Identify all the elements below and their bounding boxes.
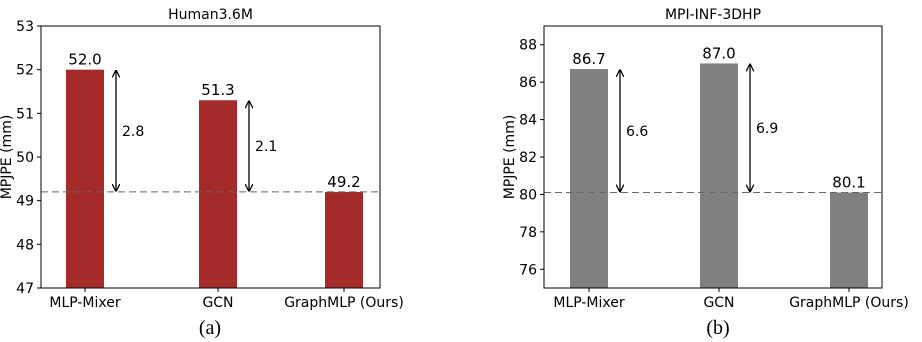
difference-label-2: 6.9 — [756, 121, 778, 137]
chart-title: Human3.6M — [168, 7, 253, 23]
y-tick-label: 51 — [16, 106, 34, 122]
x-tick-label: GCN — [703, 295, 734, 311]
y-tick-label: 53 — [16, 19, 34, 35]
bar-3 — [830, 192, 868, 288]
y-tick-label: 52 — [16, 63, 34, 79]
bar-3 — [325, 191, 363, 288]
y-tick-label: 80 — [519, 187, 537, 203]
chart-title: MPI-INF-3DHP — [665, 7, 761, 23]
y-axis-label: MPJPE (mm) — [0, 115, 15, 200]
y-axis-label: MPJPE (mm) — [502, 115, 518, 200]
bar-2 — [199, 100, 237, 288]
x-tick-label: GCN — [202, 295, 233, 311]
panel-caption: (a) — [199, 317, 221, 339]
bar-1 — [570, 69, 608, 289]
y-tick-label: 76 — [519, 262, 537, 278]
bar-2 — [700, 63, 738, 288]
difference-label-1: 2.8 — [122, 124, 144, 140]
panel-caption: (b) — [706, 317, 729, 339]
value-label-3: 80.1 — [832, 174, 865, 192]
chart-panel-2: 6.6 6.9 76 78 80 82 84 86 88 MLP-Mixer GCN GraphMLP… — [502, 7, 909, 339]
y-tick-label: 50 — [16, 150, 34, 166]
value-label-2: 87.0 — [702, 44, 735, 62]
chart-panel-1: 2.8 2.1 47 48 49 50 51 52 53 MLP-Mixer GCN GraphMLP… — [0, 7, 404, 339]
y-tick-label: 78 — [519, 225, 537, 241]
x-tick-label: GraphMLP (Ours) — [284, 295, 404, 311]
y-tick-label: 47 — [16, 281, 34, 297]
value-label-3: 49.2 — [327, 173, 360, 191]
difference-label-2: 2.1 — [255, 139, 277, 155]
value-label-1: 52.0 — [68, 51, 101, 69]
y-tick-label: 86 — [519, 75, 537, 91]
x-tick-label: MLP-Mixer — [553, 295, 625, 311]
y-tick-label: 49 — [16, 194, 34, 210]
y-tick-label: 84 — [519, 113, 537, 129]
value-label-2: 51.3 — [201, 81, 234, 99]
y-tick-label: 82 — [519, 150, 537, 166]
value-label-1: 86.7 — [572, 50, 605, 68]
difference-label-1: 6.6 — [626, 124, 648, 140]
y-tick-label: 88 — [519, 38, 537, 54]
x-tick-label: GraphMLP (Ours) — [789, 295, 909, 311]
x-tick-label: MLP-Mixer — [49, 295, 121, 311]
y-tick-label: 48 — [16, 237, 34, 253]
bar-1 — [66, 69, 104, 289]
